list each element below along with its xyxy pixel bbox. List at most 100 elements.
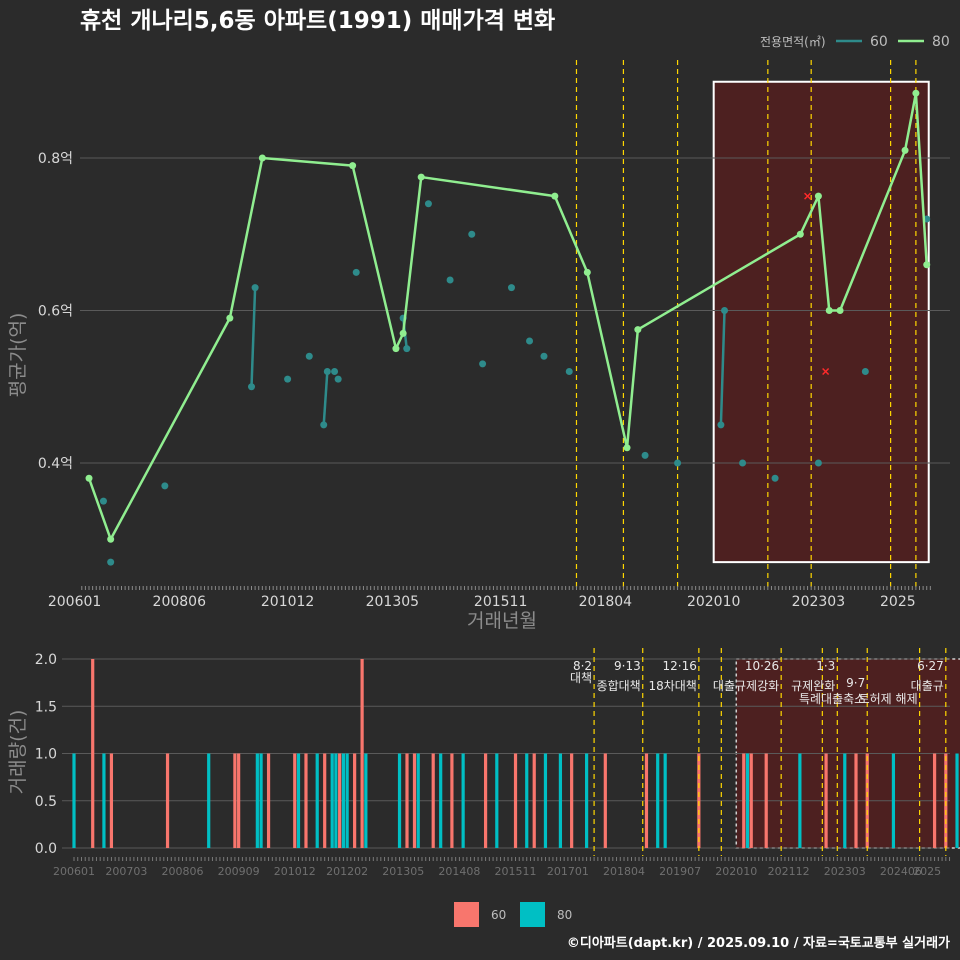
volume-bar-60 [558,753,563,848]
volume-bar-60 [259,753,263,848]
series-60-point [331,368,339,375]
y-axis-title: 평균가(억) [7,313,29,398]
price-chart: 0.4억 0.6억 0.8억 200601 200806 201012 201305 2015… [38,60,950,610]
series-60-point [540,352,548,360]
volume-x-tick-label: 200806 [162,865,204,878]
volume-bar-80 [304,753,308,848]
series-60-segment [719,310,726,425]
y-tick-label: 0.8억 [38,151,73,167]
volume-x-tick-label: 202406 [880,865,922,878]
volume-x-tick-label: 202112 [768,865,810,878]
series-60-point [507,284,515,292]
volume-x-tick-label: 201012 [274,865,316,878]
series-60-point [771,474,779,482]
volume-x-tick-label: 201907 [659,865,701,878]
legend-label-80-volume: 80 [557,908,572,922]
series-80-point [349,162,357,170]
volume-bar-80 [338,753,342,848]
series-60-point [739,459,747,467]
event-date-label: 9·7 [846,676,865,690]
volume-y-tick-label: 1.5 [35,699,57,715]
event-date-label: 9·13 [614,659,641,673]
series-60-point [320,421,328,429]
volume-bar-80 [353,753,357,848]
series-60-point [305,352,313,360]
series-60-point [565,368,573,375]
volume-bar-80 [483,753,488,848]
volume-bar-60 [255,753,259,848]
volume-x-tick-label: 201701 [547,865,589,878]
series-60-point [248,383,256,391]
volume-bar-60 [495,753,499,848]
volume-bar-60 [341,753,345,848]
series-80-point [923,261,931,269]
x-tick-label: 202010 [687,594,740,610]
volume-bar-80 [412,753,417,848]
volume-x-tick-label: 202303 [824,865,866,878]
volume-bar-80 [165,753,170,848]
event-date-label: 1·3 [816,659,835,673]
volume-bar-60 [72,753,76,848]
highlight-region [712,80,930,564]
source-caption: ©디아파트(dapt.kr) / 2025.09.10 / 자료=국토교통부 실… [567,935,950,951]
legend-swatch-60-volume [454,902,479,927]
volume-y-tick-label: 0.0 [35,841,57,857]
series-80-point [399,329,407,337]
series-60-point [526,337,534,345]
legend-label-60-volume: 60 [491,908,506,922]
series-60-point [814,459,822,467]
volume-bar-80 [266,753,271,848]
series-60-point [334,375,342,383]
volume-x-tick-label: 202010 [715,865,757,878]
volume-bar-60 [798,753,802,848]
volume-bar-80 [944,753,948,848]
series-60-point [674,459,682,467]
volume-bar-80 [233,753,237,848]
series-60-point [352,268,360,276]
volume-bar-60 [397,753,402,848]
series-60-point [323,368,331,375]
x-tick-label: 200601 [48,594,101,610]
event-name-label: 규제완화 [791,679,835,693]
series-80-point [85,474,93,482]
event-date-label: 10·26 [745,659,779,673]
event-name-label: 대책 [570,670,592,685]
event-name-label: 종합대책 [597,678,641,693]
volume-bar-60 [207,753,211,848]
volume-bar-60 [525,753,529,848]
volume-y-axis-title: 거래량(건) [7,710,29,795]
volume-bar-80 [865,753,869,848]
chart-title: 휴천 개나리5,6동 아파트(1991) 매매가격 변화 [80,8,555,34]
volume-bar-80 [932,753,937,848]
cancelled-deal-marker [804,192,812,200]
volume-x-tick-label: 201408 [438,865,480,878]
series-80-point [814,192,822,200]
volume-bar-60 [745,753,750,848]
volume-bar-80 [405,753,409,848]
x-tick-label: 201804 [579,594,633,610]
event-date-label: 6·27 [917,659,944,673]
volume-bar-80 [293,753,297,848]
volume-bar-60 [439,753,443,848]
volume-bar-80 [742,753,746,848]
volume-x-tick-label: 201511 [495,865,537,878]
volume-y-tick-label: 2.0 [35,652,57,668]
volume-bar-60 [102,753,106,848]
volume-x-tick-label: 200909 [218,865,260,878]
volume-bar-60 [585,753,589,848]
y-tick-label: 0.4억 [38,456,73,472]
volume-bar-60 [364,753,368,848]
y-tick-label: 0.6억 [38,304,73,320]
event-name-label: 특례대출축소 [799,692,865,706]
volume-bar-80 [237,753,241,848]
volume-chart: 0.0 0.5 1.0 1.5 2.0 8·2대책 9·13 종합대책 12·16 18차대책 10… [35,648,960,878]
series-80-point [551,192,559,200]
series-80-point [901,146,909,154]
x-tick-label: 202303 [792,594,845,610]
volume-bar-60 [663,753,667,848]
volume-bar-80 [431,753,435,848]
cancelled-deal-marker [822,367,830,376]
series-60-point [446,276,454,284]
volume-y-tick-label: 1.0 [35,747,57,763]
